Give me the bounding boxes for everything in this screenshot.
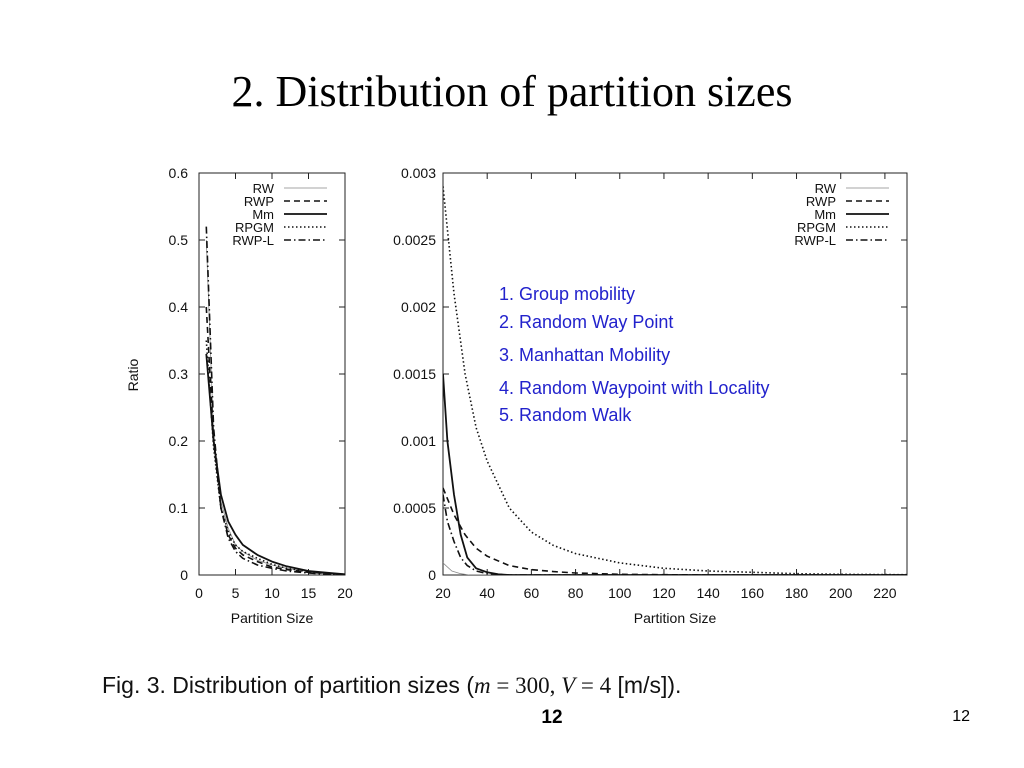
x-tick-label: 0 [195,585,203,601]
x-tick-label: 140 [696,585,720,601]
legend-label: Mm [814,207,836,222]
x-tick-label: 60 [524,585,540,601]
x-tick-label: 5 [232,585,240,601]
x-tick-label: 15 [301,585,317,601]
caption-v-variable: V [561,673,576,698]
legend-label: RW [815,181,837,196]
annotation-item: 3. Manhattan Mobility [499,345,671,365]
x-tick-label: 20 [435,585,451,601]
legend-label: Mm [252,207,274,222]
caption-separator: , [549,673,562,698]
annotation-item: 5. Random Walk [499,405,632,425]
x-tick-label: 10 [264,585,280,601]
series-line-rwp-l [205,226,345,575]
legend-label: RPGM [235,220,274,235]
x-tick-label: 180 [785,585,809,601]
x-tick-label: 100 [608,585,632,601]
legend-label: RPGM [797,220,836,235]
annotation-item: 4. Random Waypoint with Locality [499,378,770,398]
legend-label: RWP [806,194,836,209]
legend-label: RW [253,181,275,196]
caption-suffix: [m/s]). [611,672,682,698]
series-line-rwp [443,487,907,575]
page-number-right: 12 [952,708,970,725]
caption-v-value: = 4 [575,673,612,698]
series-line-rpgm [205,340,345,575]
x-tick-label: 220 [873,585,897,601]
caption-m-value: = 300 [490,673,550,698]
series-line-rw [205,239,345,575]
x-tick-label: 120 [652,585,676,601]
x-tick-label: 200 [829,585,853,601]
y-tick-label: 0.3 [169,366,189,382]
series-line-mm [443,373,907,575]
series-line-rpgm [443,186,907,575]
figure-caption: Fig. 3. Distribution of partition sizes … [102,672,681,699]
slide-title: 2. Distribution of partition sizes [231,67,793,116]
y-tick-label: 0.002 [401,299,436,315]
page-number-center: 12 [541,707,563,728]
legend-label: RWP [244,194,274,209]
annotation-item: 1. Group mobility [499,284,636,304]
y-tick-label: 0.003 [401,165,436,181]
y-tick-label: 0.0015 [393,366,436,382]
chart-panel-2: 0 0.0005 0.001 0.0015 0.002 0.0025 0.003 20 40 60… [393,165,908,626]
x-tick-label: 40 [479,585,495,601]
legend-label: RWP-L [794,233,836,248]
y-tick-label: 0.001 [401,433,436,449]
y-tick-label: 0 [180,567,188,583]
x-tick-label: 80 [568,585,584,601]
x-axis-label: Partition Size [634,610,717,626]
annotation-item: 2. Random Way Point [499,312,674,332]
caption-m-variable: m [473,673,491,698]
y-tick-label: 0.5 [169,232,189,248]
plot-frame [442,172,908,576]
y-tick-label: 0.0025 [393,232,436,248]
chart-panel-1: 0 0.1 0.2 0.3 0.4 0.5 0.6 0 5 10 15 20 Partition Siz… [125,165,353,626]
y-tick-label: 0 [428,567,436,583]
series-line-rw [443,562,907,575]
y-tick-label: 0.6 [169,165,189,181]
series-line-mm [205,353,345,575]
y-tick-label: 0.2 [169,433,189,449]
legend-label: RWP-L [232,233,274,248]
y-tick-label: 0.1 [169,500,189,516]
x-tick-label: 160 [741,585,765,601]
y-axis-label: Ratio [125,358,141,391]
y-tick-label: 0.4 [169,299,189,315]
y-tick-label: 0.0005 [393,500,436,516]
caption-prefix: Fig. 3. Distribution of partition sizes … [102,672,474,698]
x-tick-label: 20 [337,585,353,601]
x-axis-label: Partition Size [231,610,314,626]
series-line-rwp-l [443,494,907,575]
